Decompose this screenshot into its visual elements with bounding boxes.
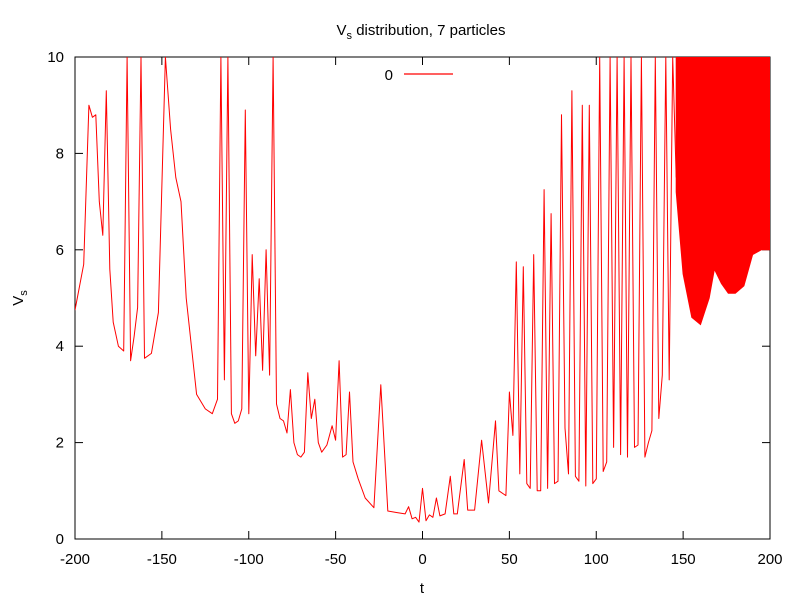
plot-border (74, 56, 771, 540)
series-oscillation-band (675, 57, 770, 326)
chart-title: Vs distribution, 7 particles (337, 22, 506, 42)
plot-frame (74, 56, 771, 540)
legend: 0 (385, 67, 453, 84)
y-tick-label: 6 (56, 242, 64, 259)
y-tick-label: 2 (56, 435, 64, 452)
series-layer (75, 57, 770, 523)
y-tick-label: 8 (56, 145, 64, 162)
x-tick-label: -50 (325, 551, 347, 568)
x-tick-label: 200 (757, 551, 782, 568)
y-axis-label: Vs (10, 290, 30, 306)
y-tick-label: 4 (56, 338, 64, 355)
x-axis-label: t (420, 580, 425, 597)
x-tick-label: -150 (147, 551, 177, 568)
axis-tick-labels: -200 -150 -100 -50 0 50 100 150 200 0 2 4 6 8 10 (47, 49, 782, 568)
x-tick-label: 0 (418, 551, 426, 568)
x-tick-label: -100 (234, 551, 264, 568)
axis-ticks (74, 56, 771, 540)
x-tick-label: -200 (60, 551, 90, 568)
y-tick-label: 0 (56, 531, 64, 548)
legend-entry-label: 0 (385, 67, 393, 84)
series-line-0 (75, 57, 677, 523)
y-tick-label: 10 (47, 49, 64, 66)
x-tick-label: 150 (671, 551, 696, 568)
x-tick-label: 100 (584, 551, 609, 568)
x-tick-label: 50 (501, 551, 518, 568)
